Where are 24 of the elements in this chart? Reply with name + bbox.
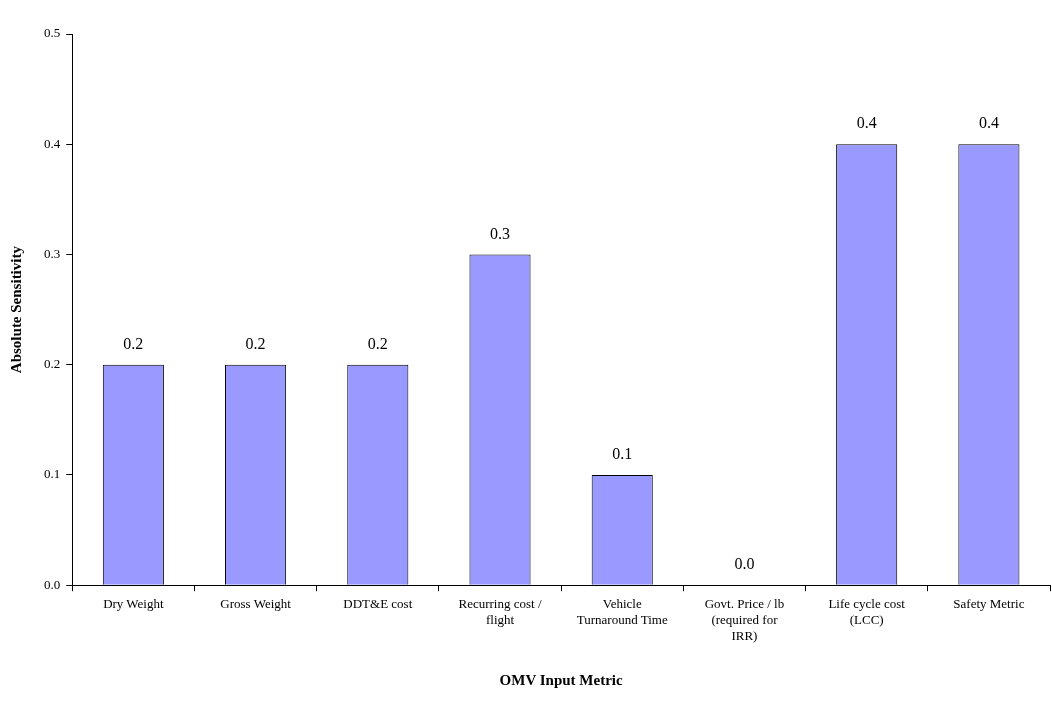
x-tick-label: Life cycle cost (LCC): [828, 596, 906, 628]
x-tick-label: Govt. Price / lb (required for IRR): [704, 596, 785, 643]
x-tick-label: Gross Weight: [220, 596, 292, 612]
x-tick-label: Dry Weight: [103, 596, 164, 612]
x-tick-label: Safety Metric: [953, 596, 1025, 612]
y-tick-label: 0.0: [44, 576, 61, 592]
x-tick-label: Vehicle Turnaround Time: [576, 596, 668, 628]
data-label: 0.4: [856, 114, 877, 132]
x-tick-label: Recurring cost / flight: [458, 596, 542, 628]
y-tick-label: 0.4: [44, 135, 61, 151]
data-label: 0.4: [978, 114, 999, 132]
x-tick-label: DDT&E cost: [343, 596, 413, 612]
data-label: 0.0: [734, 555, 755, 573]
x-axis-title: OMV Input Metric: [499, 671, 623, 688]
data-label: 0.1: [612, 445, 633, 463]
data-label: 0.2: [367, 334, 388, 352]
y-axis-title: Absolute Sensitivity: [7, 245, 24, 374]
y-tick-label: 0.5: [44, 25, 61, 41]
data-label: 0.2: [123, 334, 144, 352]
y-tick-label: 0.3: [44, 245, 61, 261]
y-tick-label: 0.1: [44, 466, 61, 482]
data-label: 0.3: [490, 224, 511, 242]
y-tick-label: 0.2: [44, 356, 61, 372]
data-label: 0.2: [245, 334, 266, 352]
